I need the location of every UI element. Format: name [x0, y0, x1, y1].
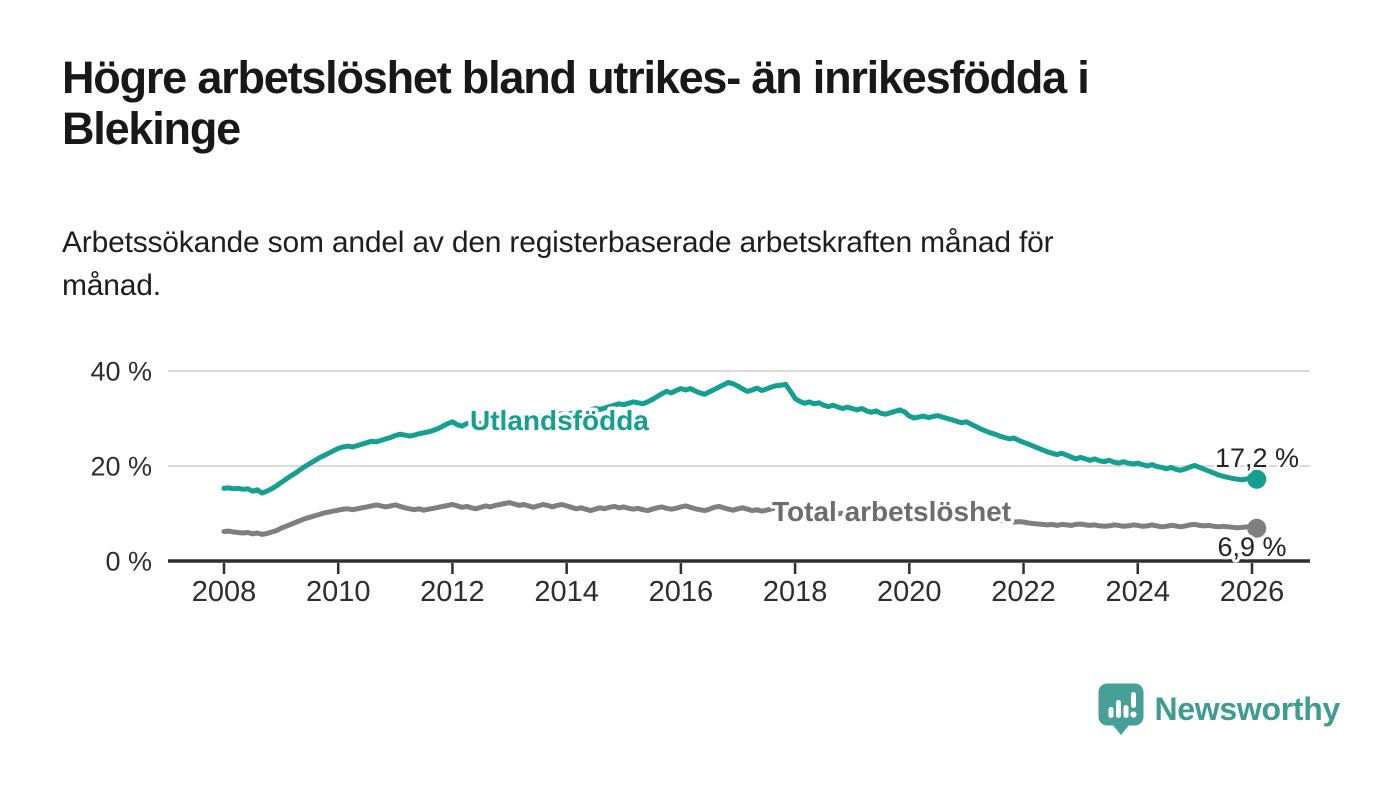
logo-exclamation-bar	[1130, 692, 1136, 708]
page-title-line2: Blekinge	[62, 103, 241, 155]
series-label-total-arbetsl-shet: Total arbetslöshet	[772, 496, 1011, 527]
x-tick-label-2026: 2026	[1220, 576, 1285, 608]
series-label-utlandsf-dda: Utlandsfödda	[470, 405, 649, 436]
series-end-value-label-utlandsf-dda: 17,2 %	[1215, 443, 1299, 473]
newsworthy-brand[interactable]: Newsworthy	[1098, 682, 1341, 736]
page-title: Högre arbetslöshet bland utrikes- än inr…	[62, 52, 1090, 155]
x-tick-label-2022: 2022	[991, 576, 1056, 608]
page-subtitle-line2: månad.	[62, 268, 161, 302]
series-end-dot-utlandsf-dda	[1247, 469, 1267, 489]
logo-bar-medium	[1123, 705, 1128, 718]
y-axis-label-20: 20 %	[90, 452, 152, 482]
y-axis-label-0: 0 %	[105, 547, 152, 577]
series-line-utlandsf-dda	[221, 379, 1260, 496]
x-tick-label-2024: 2024	[1106, 576, 1171, 608]
x-tick-label-2020: 2020	[877, 576, 942, 608]
page-title-line1: Högre arbetslöshet bland utrikes- än inr…	[62, 52, 1090, 103]
x-tick-label-2008: 2008	[192, 576, 257, 608]
x-tick-label-2016: 2016	[649, 576, 714, 608]
logo-bar-tall	[1115, 700, 1121, 718]
y-axis-label-40: 40 %	[90, 357, 152, 387]
series-end-dot-total-arbetsl-shet	[1247, 518, 1267, 538]
logo-bar-short	[1108, 707, 1113, 718]
x-tick-label-2012: 2012	[420, 576, 485, 608]
x-tick-label-2014: 2014	[534, 576, 599, 608]
series-end-value-label-total-arbetsl-shet: 6,9 %	[1217, 532, 1286, 562]
page-subtitle-line1: Arbetssökande som andel av den registerb…	[62, 226, 1054, 259]
series-line-total-arbetsl-shet	[221, 500, 1260, 537]
x-tick-label-2018: 2018	[763, 576, 828, 608]
newsworthy-logo-text[interactable]: Newsworthy	[1154, 690, 1341, 727]
page-subtitle: Arbetssökande som andel av den registerb…	[62, 222, 1054, 308]
logo-exclamation-dot	[1129, 711, 1137, 718]
x-tick-label-2010: 2010	[306, 576, 371, 608]
newsworthy-logo-icon	[1098, 683, 1143, 735]
